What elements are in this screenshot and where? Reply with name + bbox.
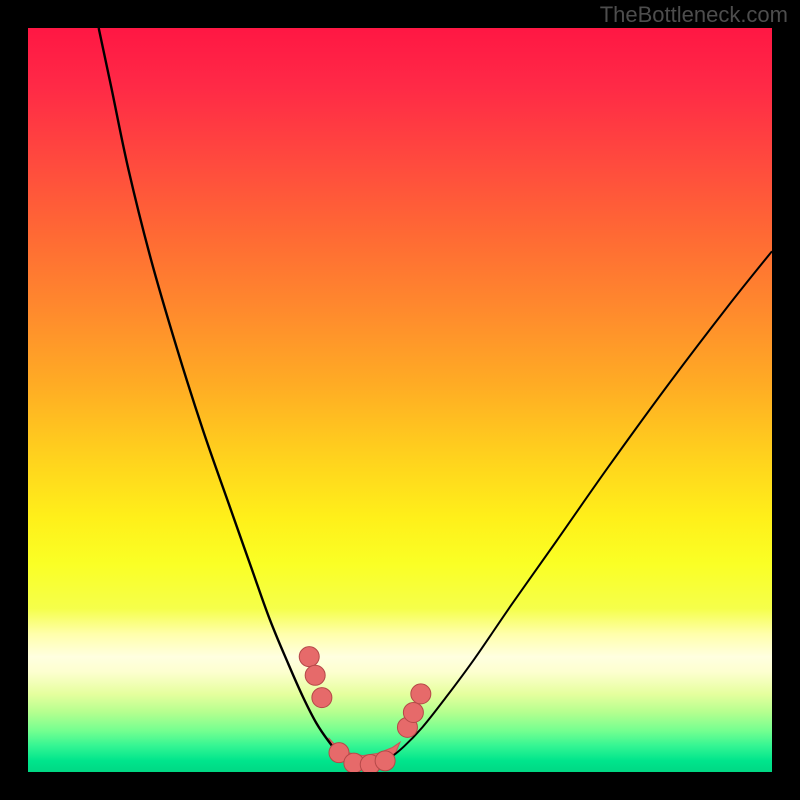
- data-marker: [411, 684, 431, 704]
- data-marker: [403, 702, 423, 722]
- data-marker: [312, 688, 332, 708]
- gradient-background: [28, 28, 772, 772]
- chart-container: TheBottleneck.com: [0, 0, 800, 800]
- data-marker: [375, 751, 395, 771]
- data-marker: [305, 665, 325, 685]
- watermark-text: TheBottleneck.com: [600, 2, 788, 28]
- data-marker: [299, 647, 319, 667]
- bottleneck-chart: [0, 0, 800, 800]
